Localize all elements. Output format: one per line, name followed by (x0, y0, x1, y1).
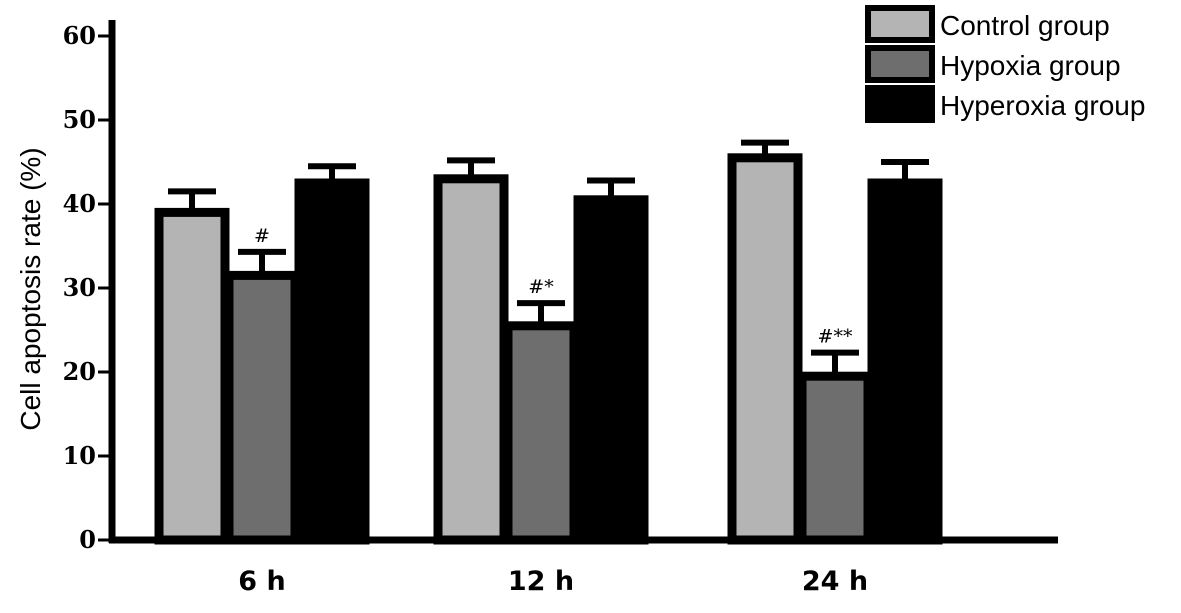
y-axis-ticks: 0 10 20 30 40 50 60 (63, 21, 112, 554)
significance-annotation: # (254, 225, 270, 247)
bar (224, 270, 300, 545)
legend: Control group Hypoxia group Hyperoxia grou… (865, 5, 1145, 123)
error-bars (168, 139, 929, 377)
bar (503, 321, 579, 545)
legend-swatch (865, 5, 935, 43)
x-category-label: 12 h (508, 566, 574, 597)
y-axis-title: Cell apoptosis rate (%) (15, 147, 46, 430)
x-category-label: 24 h (802, 566, 868, 597)
y-tick-label: 40 (63, 189, 96, 218)
significance-annotation: #** (818, 326, 853, 348)
bar (154, 207, 230, 545)
legend-label: Hypoxia group (940, 50, 1121, 81)
y-tick-label: 60 (63, 21, 96, 50)
category-labels: 6 h 12 h 24 h (238, 566, 868, 597)
legend-label: Control group (940, 10, 1110, 41)
bar (797, 371, 873, 545)
y-tick-label: 30 (63, 273, 96, 302)
bars (154, 153, 943, 545)
bar (727, 153, 803, 545)
bar (573, 195, 649, 545)
legend-swatch (865, 85, 935, 123)
bar (433, 174, 509, 545)
y-tick-label: 50 (63, 105, 96, 134)
bar (294, 178, 370, 545)
y-tick-label: 10 (63, 441, 96, 470)
bar (867, 178, 943, 545)
x-category-label: 6 h (238, 566, 285, 597)
significance-annotation: #* (528, 276, 554, 298)
legend-label: Hyperoxia group (940, 90, 1145, 121)
y-tick-label: 0 (79, 525, 96, 554)
axes (108, 20, 1058, 544)
annotations: # #* #** (254, 225, 853, 348)
y-tick-label: 20 (63, 357, 96, 386)
legend-swatch (865, 45, 935, 83)
